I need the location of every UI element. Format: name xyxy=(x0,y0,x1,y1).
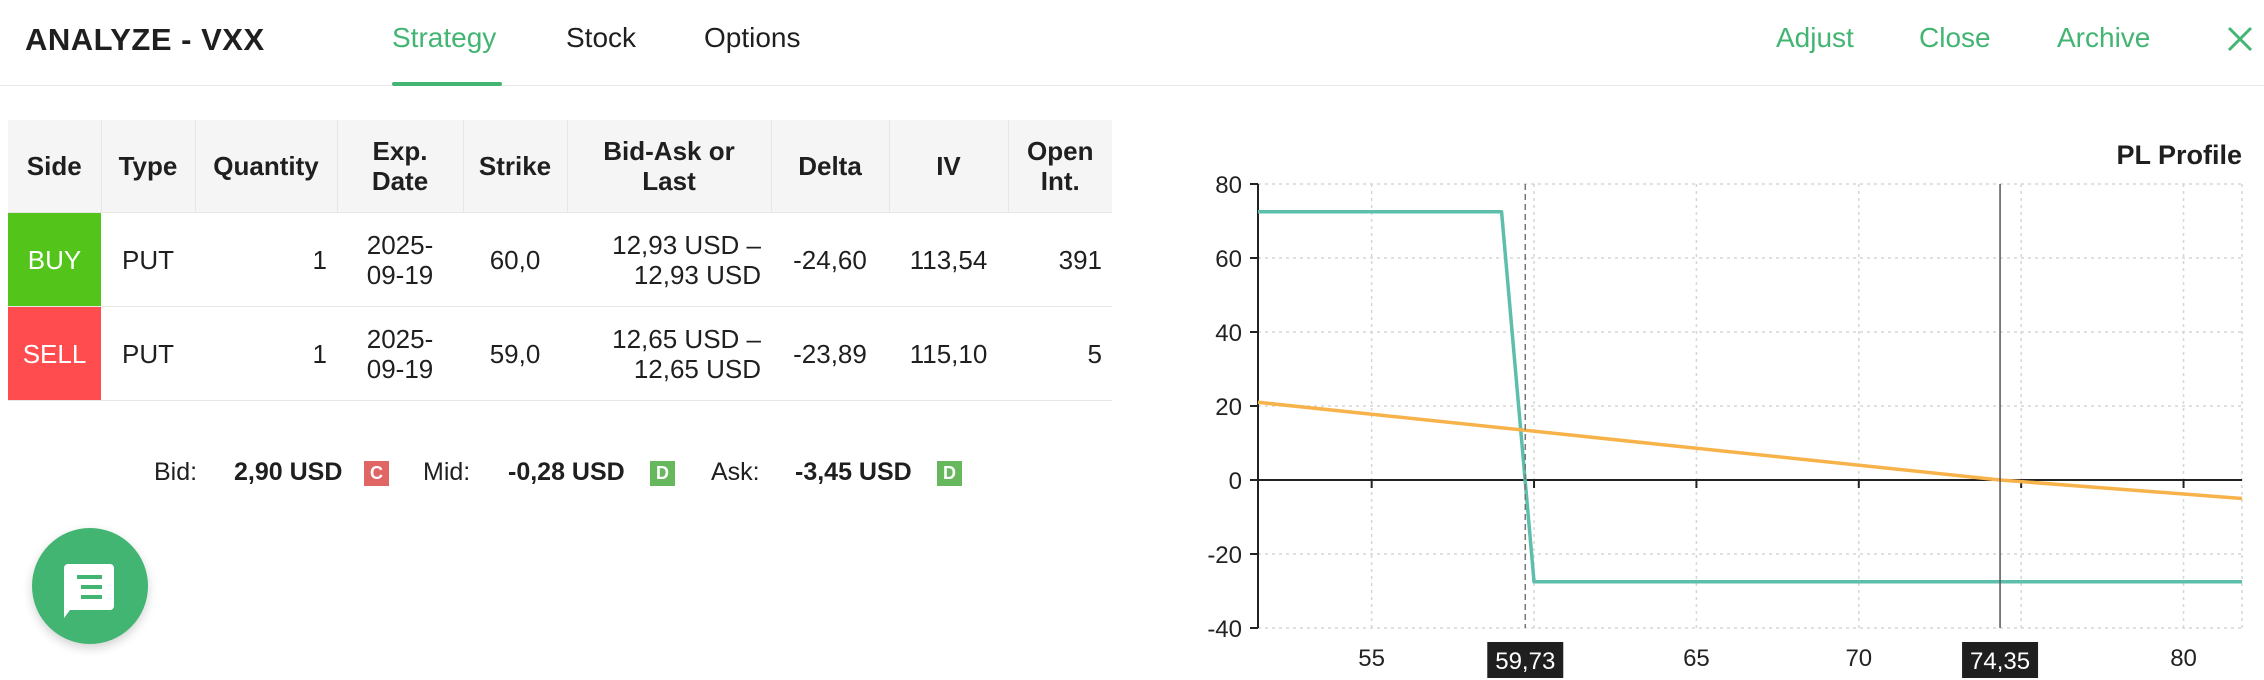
ask-label: Ask: xyxy=(711,458,760,486)
chart-series xyxy=(1257,210,2243,584)
col-header-iv: IV xyxy=(889,120,1009,213)
strategy-table: Side Type Quantity Exp. Date Strike Bid-… xyxy=(8,120,1112,401)
y-tick-label: -40 xyxy=(1207,616,1242,643)
y-tick-label: 80 xyxy=(1215,172,1242,199)
breakeven-label: 74,35 xyxy=(1970,648,2030,675)
col-header-strike: Strike xyxy=(463,120,568,213)
y-tick-label: -20 xyxy=(1207,542,1242,569)
col-header-exp-date: Exp. Date xyxy=(337,120,464,213)
col-header-delta: Delta xyxy=(771,120,890,213)
exp-date-line1: 2025- xyxy=(366,229,434,260)
quantity-cell: 1 xyxy=(195,306,337,401)
y-tick-label: 40 xyxy=(1215,320,1242,347)
open-int-cell: 391 xyxy=(1008,212,1112,307)
exp-date-line2: 09-19 xyxy=(366,259,434,290)
table-header-row: Side Type Quantity Exp. Date Strike Bid-… xyxy=(8,120,1112,213)
ask-badge: D xyxy=(937,461,962,486)
breakeven-label-box xyxy=(1962,642,2039,678)
ask-value: -3,45 USD xyxy=(795,458,912,486)
x-tick-label: 70 xyxy=(1845,645,1872,672)
page-title: ANALYZE - VXX xyxy=(25,22,265,57)
chat-button[interactable] xyxy=(32,528,148,644)
table-row: SELL PUT 1 2025- 09-19 59,0 12,65 USD – … xyxy=(8,306,1112,401)
bid-ask-line2: 12,93 USD xyxy=(633,259,761,290)
col-header-type: Type xyxy=(101,120,196,213)
bid-ask-cell: 12,65 USD – 12,65 USD xyxy=(567,306,771,401)
exp-date-cell: 2025- 09-19 xyxy=(337,306,463,401)
chat-icon xyxy=(64,564,114,618)
chart-axes: 80 60 40 20 0 -20 -40 55 65 70 80 xyxy=(1207,172,2242,672)
close-button[interactable]: Close xyxy=(1919,22,1991,53)
delta-cell: -23,89 xyxy=(771,306,889,401)
header-bar: ANALYZE - VXX Strategy Stock Options Adj… xyxy=(0,0,2264,86)
close-icon[interactable] xyxy=(2226,25,2254,53)
tab-strategy[interactable]: Strategy xyxy=(392,22,497,53)
bid-ask-line1: 12,65 USD – xyxy=(612,323,761,354)
active-tab-indicator xyxy=(392,82,502,86)
x-tick-label: 80 xyxy=(2170,645,2197,672)
type-cell: PUT xyxy=(101,306,195,401)
bid-badge: C xyxy=(364,461,389,486)
tab-options[interactable]: Options xyxy=(704,22,801,53)
quantity-cell: 1 xyxy=(195,212,337,307)
col-header-side: Side xyxy=(8,120,102,213)
pl-series-line xyxy=(1258,210,2242,584)
bid-ask-line2: 12,65 USD xyxy=(633,353,761,384)
x-tick-label: 65 xyxy=(1683,645,1710,672)
breakeven-label: 59,73 xyxy=(1495,648,1555,675)
open-int-cell: 5 xyxy=(1008,306,1112,401)
mid-value: -0,28 USD xyxy=(508,458,625,486)
bid-ask-cell: 12,93 USD – 12,93 USD xyxy=(567,212,771,307)
col-header-bid-ask: Bid-Ask or Last xyxy=(567,120,772,213)
y-tick-label: 20 xyxy=(1215,394,1242,421)
iv-cell: 115,10 xyxy=(889,306,1008,401)
pl-series-line xyxy=(1257,400,2243,501)
chart-markers: 59,73 74,35 xyxy=(1487,184,2039,678)
iv-cell: 113,54 xyxy=(889,212,1008,307)
table-row: BUY PUT 1 2025- 09-19 60,0 12,93 USD – 1… xyxy=(8,212,1112,307)
y-tick-label: 0 xyxy=(1229,468,1242,495)
x-tick-label: 55 xyxy=(1358,645,1385,672)
col-header-open-int: Open Int. xyxy=(1008,120,1112,213)
bid-value: 2,90 USD xyxy=(234,458,343,486)
tab-stock[interactable]: Stock xyxy=(566,22,637,53)
chart-title: PL Profile xyxy=(2116,140,2242,170)
strike-cell: 60,0 xyxy=(463,212,567,307)
exp-date-line2: 09-19 xyxy=(366,353,434,384)
side-badge-sell: SELL xyxy=(8,306,101,401)
side-badge-buy: BUY xyxy=(8,212,101,307)
y-tick-label: 60 xyxy=(1215,246,1242,273)
mid-badge: D xyxy=(650,461,675,486)
exp-date-cell: 2025- 09-19 xyxy=(337,212,463,307)
col-header-quantity: Quantity xyxy=(195,120,338,213)
type-cell: PUT xyxy=(101,212,195,307)
strike-cell: 59,0 xyxy=(463,306,567,401)
breakeven-label-box xyxy=(1487,642,1564,678)
bid-label: Bid: xyxy=(154,458,198,486)
archive-button[interactable]: Archive xyxy=(2057,22,2151,53)
adjust-button[interactable]: Adjust xyxy=(1776,22,1854,53)
bid-ask-line1: 12,93 USD – xyxy=(612,229,761,260)
exp-date-line1: 2025- xyxy=(366,323,434,354)
pl-profile-chart: PL Profile 80 60 40 20 0 -20 -40 55 65 70 80 59,73… xyxy=(1207,140,2243,678)
chart-grid xyxy=(1258,183,2243,629)
mid-label: Mid: xyxy=(423,458,471,486)
delta-cell: -24,60 xyxy=(771,212,889,307)
